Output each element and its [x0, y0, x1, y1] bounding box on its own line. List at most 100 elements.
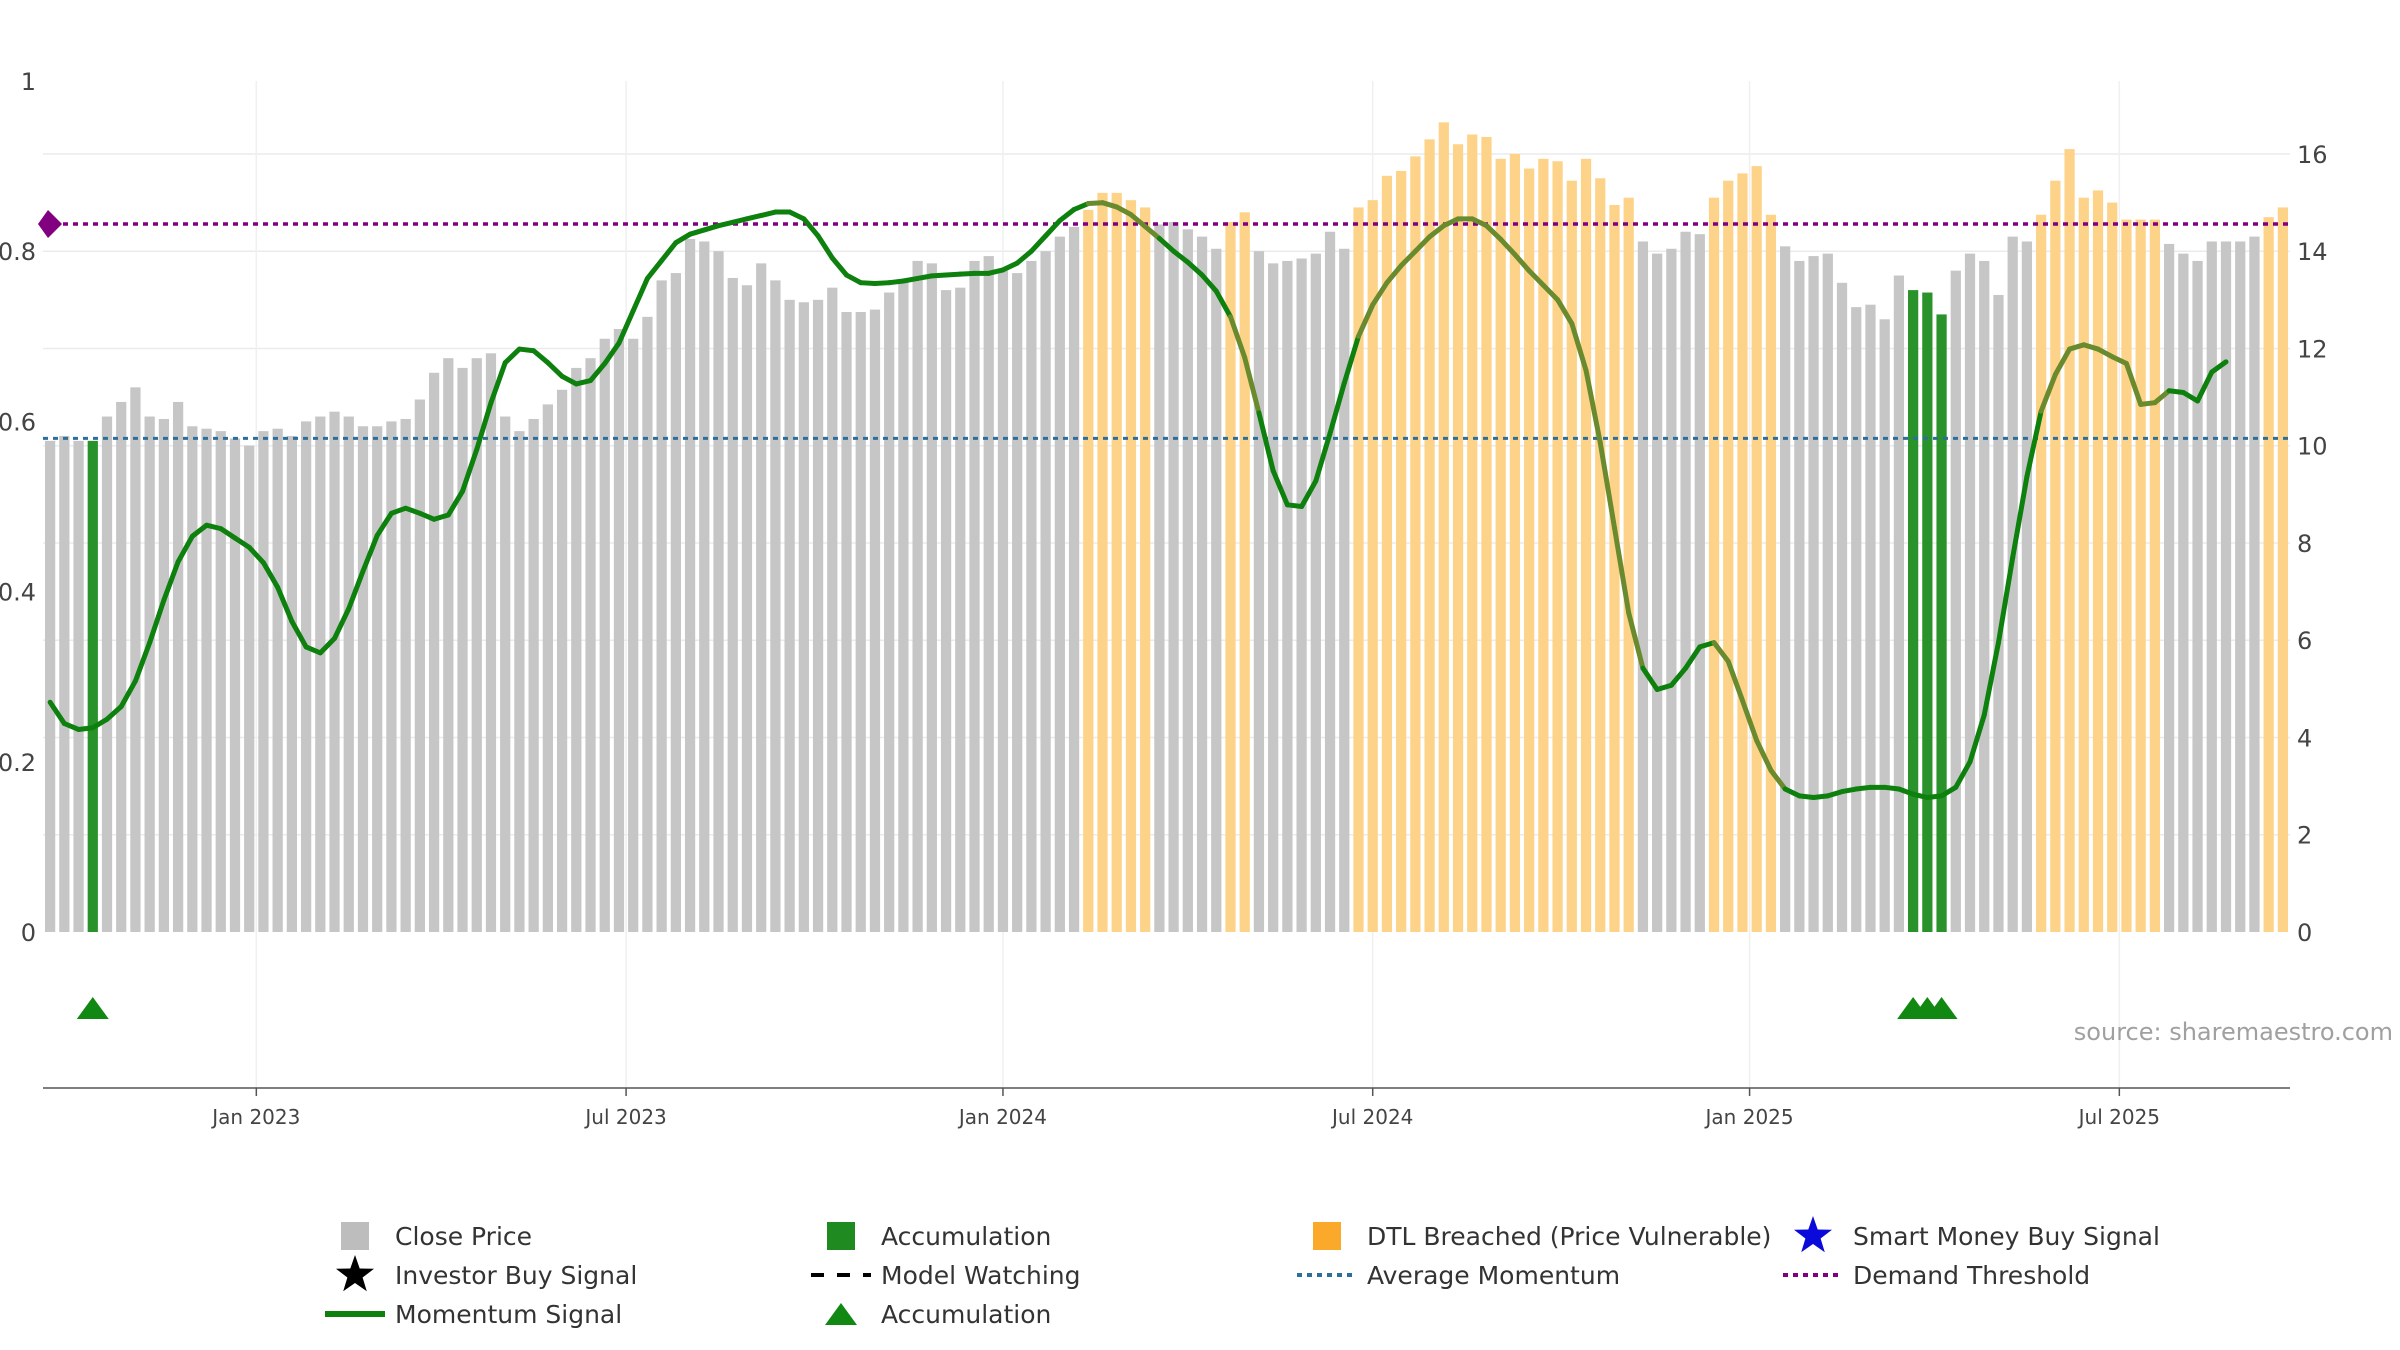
close-price-bar [542, 404, 553, 932]
close-price-bar [258, 431, 269, 932]
dtl-breached-bar [1396, 170, 1407, 932]
legend-item: Average Momentum [1297, 1261, 1620, 1290]
momentum-segment [1384, 263, 1404, 286]
momentum-segment [189, 522, 210, 539]
close-price-bar [300, 421, 312, 932]
momentum-segment [90, 716, 110, 731]
close-price-bar [528, 418, 539, 932]
momentum-segment [346, 568, 366, 612]
momentum-segment [1270, 468, 1290, 508]
dtl-breached-bar [2121, 219, 2132, 932]
momentum-segment [61, 721, 82, 732]
dtl-breached-bar [1239, 212, 1250, 933]
signal-strip [76, 997, 1958, 1019]
momentum-segment [1043, 218, 1063, 239]
close-price-bar [1652, 253, 1663, 933]
momentum-segment [531, 348, 551, 366]
close-price-bar [713, 251, 724, 932]
close-price-bar [514, 431, 525, 932]
momentum-segment [47, 699, 67, 727]
momentum-segment [502, 346, 522, 366]
momentum-segment [1683, 644, 1703, 671]
accumulation-bar [1908, 290, 1919, 932]
close-price-bar [2192, 260, 2203, 932]
momentum-segment [1768, 767, 1788, 792]
close-price-bar [2206, 241, 2217, 932]
momentum-segment [1555, 297, 1575, 327]
close-price-bar [628, 338, 639, 932]
close-price-bar [172, 401, 184, 932]
close-price-bar [73, 440, 84, 932]
close-price-bar [1666, 248, 1677, 933]
momentum-segment [1981, 640, 2001, 718]
dtl-breached-bar [1140, 207, 1151, 933]
close-price-bar [812, 299, 824, 932]
close-price-bar [1324, 231, 1336, 933]
momentum-segment [332, 606, 352, 641]
momentum-segment [1583, 367, 1603, 446]
y-left-tick-label: 0.4 [0, 579, 36, 607]
square-legend-icon [827, 1222, 855, 1250]
momentum-segment [602, 340, 622, 367]
y-left-tick-label: 0.6 [0, 408, 36, 436]
momentum-segment [1754, 738, 1774, 773]
momentum-segment [1185, 259, 1205, 278]
momentum-segment [1953, 759, 1973, 790]
momentum-segment [2024, 408, 2044, 480]
dtl-breached-bar [1595, 178, 1606, 932]
close-price-bar [556, 389, 568, 932]
dtl-breached-bar [2263, 217, 2274, 932]
close-price-bar [1182, 229, 1193, 932]
momentum-segment [2123, 361, 2144, 407]
close-price-bar [229, 438, 241, 932]
dtl-breached-bar [1552, 161, 1563, 933]
legend-label: Momentum Signal [395, 1300, 622, 1329]
legend-item: Close Price [341, 1222, 532, 1251]
momentum-segment [218, 526, 238, 541]
close-price-bar [884, 292, 895, 932]
momentum-segment [1498, 236, 1518, 258]
close-price-bar [272, 428, 283, 932]
dtl-breached-bar [1566, 180, 1577, 932]
legend-label: Average Momentum [1367, 1261, 1620, 1290]
close-price-bar [1694, 234, 1705, 932]
close-price-bar [997, 270, 1009, 932]
close-price-bar [400, 418, 411, 932]
legend-label: Demand Threshold [1853, 1261, 2090, 1290]
close-price-bar [940, 290, 952, 932]
close-price-bar [1310, 253, 1321, 933]
momentum-segment [616, 308, 636, 346]
dtl-breached-bar [2149, 219, 2161, 932]
momentum-segment [787, 209, 807, 222]
momentum-segment [2010, 474, 2030, 561]
close-price-bar [471, 358, 482, 932]
close-price-bar [983, 256, 994, 932]
momentum-segment [289, 618, 309, 650]
momentum-segment [1014, 248, 1034, 266]
close-price-bar [2235, 241, 2246, 932]
momentum-segment [1412, 234, 1433, 254]
momentum-segment [1512, 252, 1532, 274]
momentum-segment [1896, 786, 1916, 797]
x-tick-label: Jan 2024 [957, 1105, 1047, 1129]
y-right-tick-label: 0 [2297, 919, 2312, 947]
reference-lines [38, 209, 2290, 440]
accumulation-triangle [1925, 997, 1958, 1019]
y-right-tick-label: 14 [2297, 238, 2328, 266]
close-price-bar [827, 287, 838, 933]
dtl-breached-bar [1623, 197, 1634, 933]
close-price-bar [1040, 251, 1051, 932]
dtl-breached-bar [1609, 205, 1620, 932]
close-price-bar [1794, 260, 1805, 932]
momentum-segment [1569, 321, 1589, 373]
dtl-breached-bar [1083, 209, 1094, 932]
close-price-bar [428, 372, 440, 932]
y-right-tick-label: 8 [2297, 530, 2312, 558]
close-price-bar [2007, 236, 2018, 932]
legend-item: Investor Buy Signal [336, 1255, 637, 1292]
momentum-segment [588, 361, 608, 384]
dtl-breached-bar [1438, 122, 1449, 932]
close-price-bar [798, 302, 809, 932]
momentum-segment [1597, 440, 1617, 531]
